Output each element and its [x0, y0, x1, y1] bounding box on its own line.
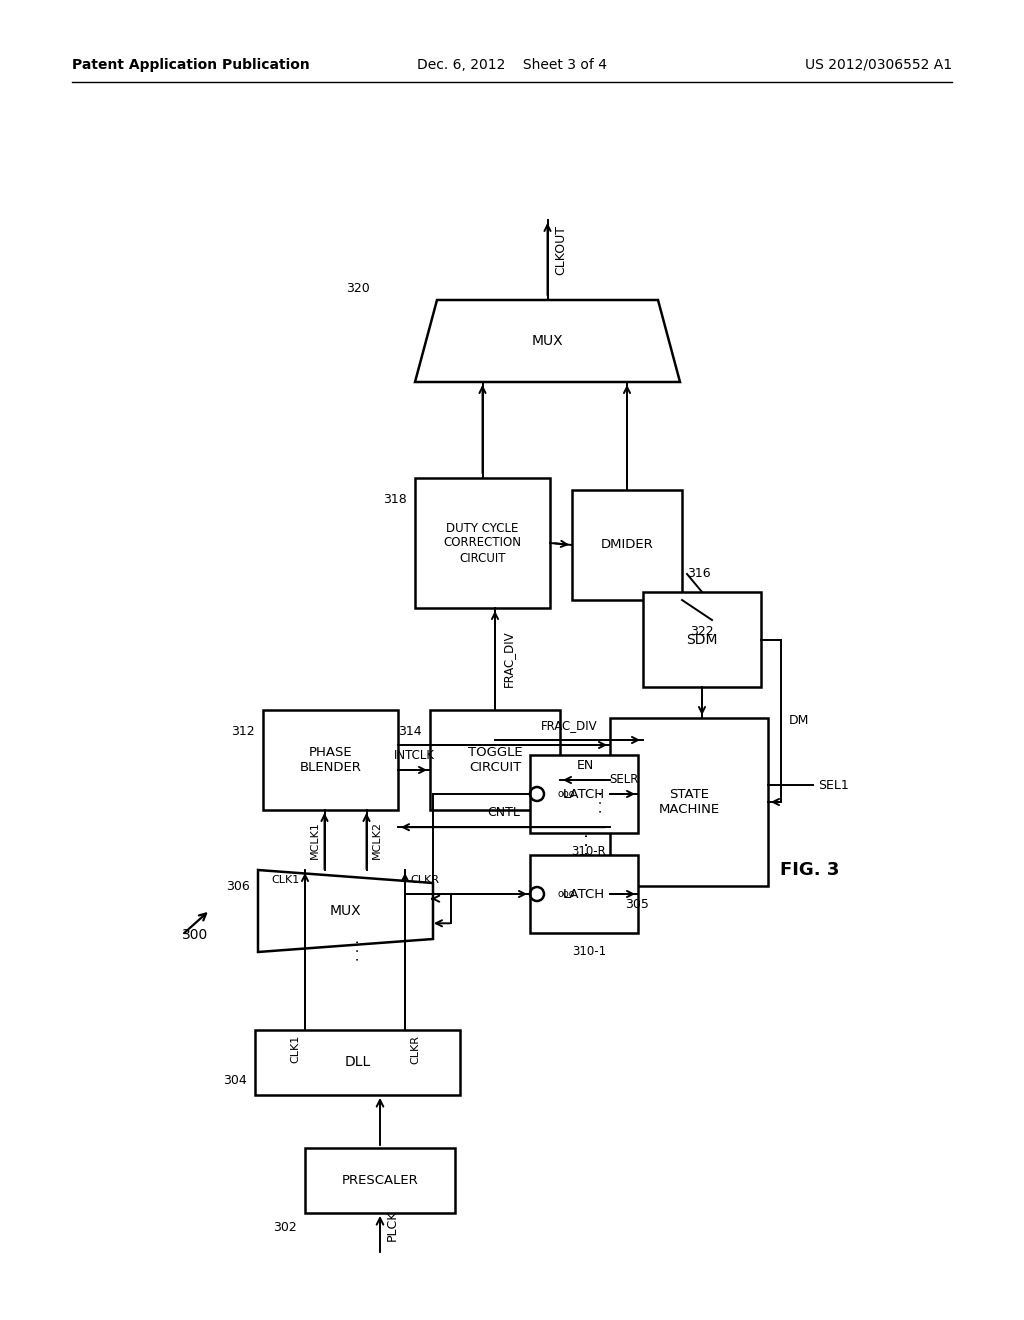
Text: DLL: DLL [344, 1056, 371, 1069]
Text: PHASE
BLENDER: PHASE BLENDER [300, 746, 361, 774]
Text: CLK1: CLK1 [271, 875, 300, 884]
Text: INTCLK: INTCLK [393, 748, 434, 762]
Text: FRAC_DIV: FRAC_DIV [541, 719, 597, 733]
Bar [305, 1148, 455, 1213]
Text: MCLK2: MCLK2 [372, 821, 382, 859]
Text: 304: 304 [223, 1074, 247, 1088]
Text: . . .: . . . [591, 791, 605, 813]
Text: DM: DM [790, 714, 809, 727]
Text: TOGGLE
CIRCUIT: TOGGLE CIRCUIT [468, 746, 522, 774]
Text: 318: 318 [383, 492, 407, 506]
Text: 322: 322 [690, 624, 714, 638]
Text: 320: 320 [346, 282, 370, 294]
Text: 316: 316 [687, 568, 711, 579]
Text: CLKR: CLKR [410, 1035, 420, 1064]
Text: 312: 312 [231, 725, 255, 738]
Text: 310-R: 310-R [571, 845, 606, 858]
Text: SELR: SELR [609, 774, 639, 785]
Text: DMIDER: DMIDER [601, 539, 653, 552]
Text: FRAC_DIV: FRAC_DIV [502, 631, 515, 688]
Text: 310-1: 310-1 [572, 945, 606, 958]
Text: SDM: SDM [686, 632, 718, 647]
Bar [255, 1030, 460, 1096]
Text: MUX: MUX [330, 904, 361, 917]
Text: CNTL: CNTL [487, 807, 520, 820]
Text: 302: 302 [273, 1221, 297, 1234]
Text: DUTY CYCLE
CORRECTION
CIRCUIT: DUTY CYCLE CORRECTION CIRCUIT [443, 521, 521, 565]
Bar [530, 855, 638, 933]
Text: CLKR: CLKR [410, 875, 439, 884]
Text: SEL1: SEL1 [818, 779, 849, 792]
Bar [415, 478, 550, 609]
Polygon shape [258, 870, 433, 952]
Text: PLCK: PLCK [386, 1209, 399, 1241]
Text: FIG. 3: FIG. 3 [780, 861, 840, 879]
Bar [263, 710, 398, 810]
Text: . . .: . . . [348, 939, 362, 961]
Text: EN: EN [577, 759, 594, 772]
Text: . . .: . . . [577, 833, 591, 855]
Text: ooo: ooo [558, 888, 575, 899]
Text: STATE
MACHINE: STATE MACHINE [658, 788, 720, 816]
Text: LATCH: LATCH [563, 887, 605, 900]
Text: Patent Application Publication: Patent Application Publication [72, 58, 309, 73]
Text: PRESCALER: PRESCALER [342, 1173, 419, 1187]
Text: 306: 306 [226, 880, 250, 894]
Text: . . .: . . . [577, 833, 591, 855]
Bar [530, 755, 638, 833]
Text: 305: 305 [625, 898, 649, 911]
Text: CLKOUT: CLKOUT [555, 224, 567, 275]
Bar [643, 591, 761, 686]
Text: LATCH: LATCH [563, 788, 605, 800]
Polygon shape [415, 300, 680, 381]
Text: US 2012/0306552 A1: US 2012/0306552 A1 [805, 58, 952, 73]
Bar [572, 490, 682, 601]
Text: ooo: ooo [558, 789, 575, 799]
Bar [430, 710, 560, 810]
Text: CLK1: CLK1 [290, 1035, 300, 1063]
Text: 314: 314 [398, 725, 422, 738]
Bar [610, 718, 768, 886]
Text: MUX: MUX [531, 334, 563, 348]
Text: 300: 300 [182, 928, 208, 942]
Text: MCLK1: MCLK1 [309, 821, 319, 859]
Text: Dec. 6, 2012    Sheet 3 of 4: Dec. 6, 2012 Sheet 3 of 4 [417, 58, 607, 73]
